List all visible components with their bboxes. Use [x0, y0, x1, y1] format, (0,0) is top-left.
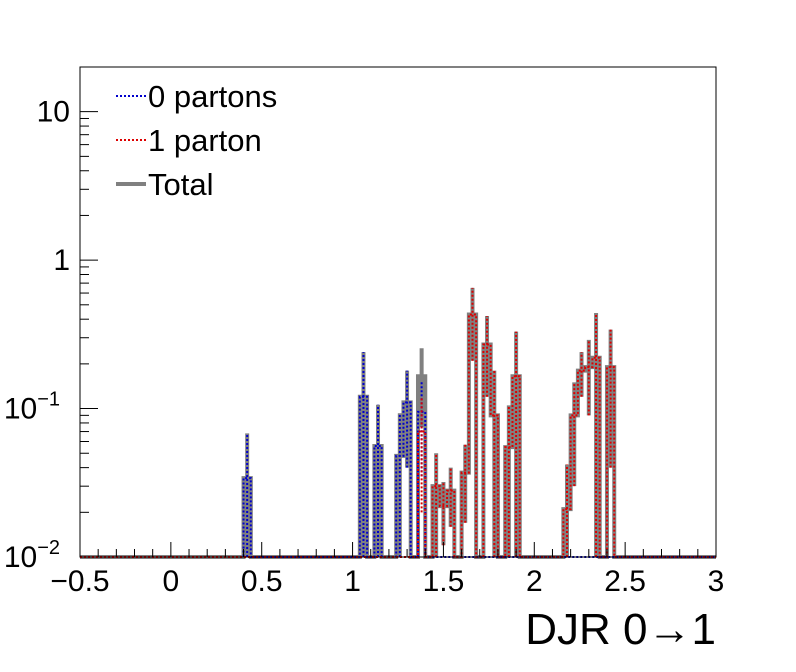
x-tick-label: 0.5	[241, 565, 283, 598]
x-tick-label: 0	[163, 565, 180, 598]
series-1-parton	[80, 287, 716, 558]
ticks-layer	[79, 66, 717, 558]
legend-entry: 0 partons	[116, 79, 277, 114]
x-tick-label: 1	[344, 565, 361, 598]
legend-entry: Total	[116, 167, 213, 202]
histogram-line-1-parton	[80, 313, 716, 558]
legend-label: 1 parton	[148, 123, 262, 158]
y-tick-label: 10−2	[4, 537, 60, 574]
legend: 0 partons 1 parton Total	[116, 79, 277, 202]
y-tick-label: 1	[53, 244, 70, 277]
y-tick-label: 10−1	[4, 389, 60, 426]
legend-label: Total	[148, 167, 213, 202]
series-0-partons	[80, 352, 716, 558]
x-tick-label: 2.5	[604, 565, 646, 598]
plot-frame	[79, 66, 717, 558]
x-tick-label: 2	[526, 565, 543, 598]
legend-entry: 1 parton	[116, 123, 262, 158]
series-layer	[80, 287, 716, 559]
x-axis-label: DJR 0→1	[525, 605, 716, 654]
x-tick-label: −0.5	[50, 565, 109, 598]
legend-label: 0 partons	[148, 79, 277, 114]
x-tick-label: 3	[708, 565, 725, 598]
tick-labels-layer: −0.5 0 0.5 1 1.5 2 2.5 3 10−2 10−1 1 10	[4, 96, 725, 598]
y-tick-label: 10	[37, 96, 70, 129]
x-tick-label: 1.5	[423, 565, 465, 598]
